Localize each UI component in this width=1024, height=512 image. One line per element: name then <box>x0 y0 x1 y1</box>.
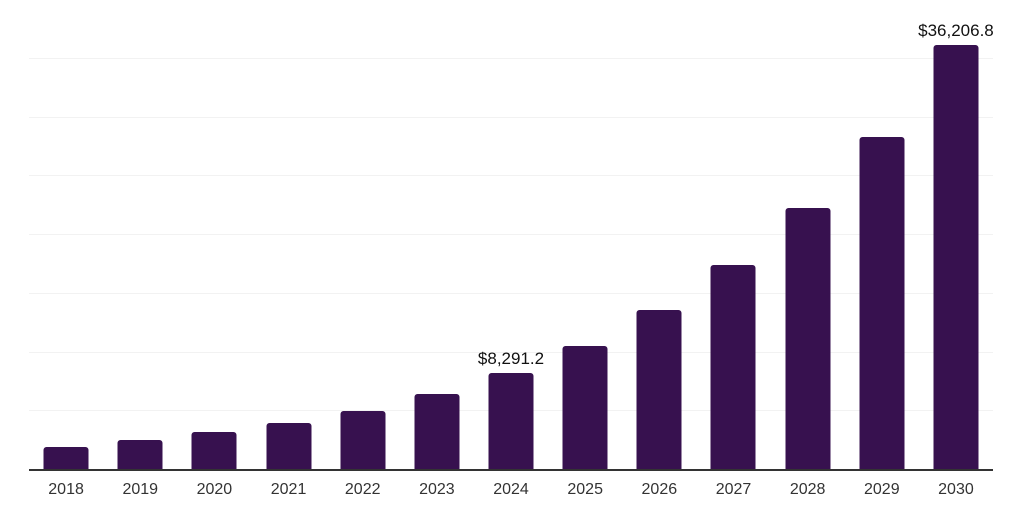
x-tick-label-2030: 2030 <box>938 481 974 498</box>
bar-2019 <box>117 439 163 470</box>
bar-2027 <box>710 264 756 470</box>
x-tick-label-2027: 2027 <box>715 481 752 498</box>
bar-2030 <box>933 44 979 470</box>
bar-2028 <box>785 207 831 470</box>
gridline-20000 <box>29 234 993 235</box>
bar-slot-2025: 2025 <box>548 0 622 498</box>
bar-slot-2020: 2020 <box>177 0 251 498</box>
bar-slot-2022: 2022 <box>326 0 400 498</box>
bar-2025 <box>562 345 608 470</box>
bar-2023 <box>414 393 460 470</box>
gridline-25000 <box>29 175 993 177</box>
x-tick-label-2024: 2024 <box>493 481 529 498</box>
gridline-30000 <box>29 116 993 118</box>
bar-slot-2018: 2018 <box>29 0 103 498</box>
bar-slot-2019: 2019 <box>103 0 177 498</box>
bar-slot-2024: $8,291.2 2024 <box>474 0 548 498</box>
x-tick-label-2022: 2022 <box>344 481 381 498</box>
data-label-2030: $36,206.8 <box>918 20 994 40</box>
bar-slot-2029: 2029 <box>845 0 919 498</box>
x-tick-label-2018: 2018 <box>48 481 84 498</box>
x-tick-label-2020: 2020 <box>196 481 233 498</box>
bar-2029 <box>859 136 905 470</box>
plot-area: 2018 2019 2020 2021 2022 2023 $8,291.2 2024 2025… <box>29 0 994 498</box>
x-tick-label-2025: 2025 <box>567 481 603 498</box>
x-tick-label-2029: 2029 <box>864 481 900 498</box>
bar-slot-2027: 2027 <box>696 0 770 498</box>
bar-2024 <box>488 372 534 470</box>
bar-2026 <box>636 309 682 470</box>
bar-2021 <box>266 423 312 470</box>
gridline-15000 <box>29 292 993 294</box>
x-tick-label-2021: 2021 <box>270 481 307 498</box>
bar-slot-2023: 2023 <box>400 0 474 498</box>
bar-slot-2026: 2026 <box>622 0 696 498</box>
bar-slot-2021: 2021 <box>251 0 325 498</box>
data-label-2024: $8,291.2 <box>477 348 545 368</box>
gridline-10000 <box>29 351 993 353</box>
bar-slot-2028: 2028 <box>771 0 845 498</box>
x-tick-label-2019: 2019 <box>122 481 159 498</box>
bars-layer: 2018 2019 2020 2021 2022 2023 $8,291.2 2024 2025… <box>29 0 994 498</box>
bar-slot-2030: $36,206.8 2030 <box>918 0 994 498</box>
bar-2020 <box>191 431 237 470</box>
bar-2022 <box>340 410 386 470</box>
x-tick-label-2026: 2026 <box>641 481 678 498</box>
x-tick-label-2023: 2023 <box>419 481 455 498</box>
gridline-35000 <box>29 57 993 59</box>
x-tick-label-2028: 2028 <box>789 481 826 498</box>
bar-2018 <box>43 446 89 470</box>
x-axis-line <box>29 469 993 471</box>
